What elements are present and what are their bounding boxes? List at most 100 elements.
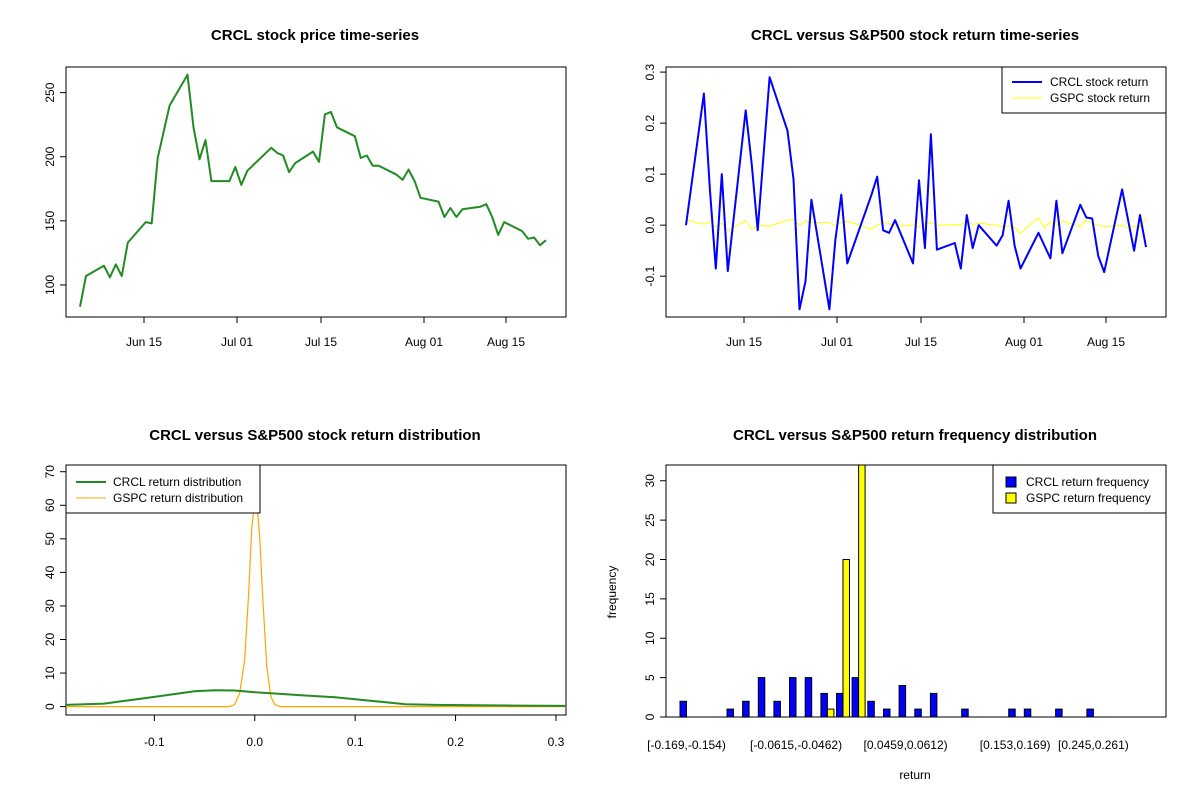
- gspc-bar: [826, 708, 835, 718]
- price-series-line: [79, 73, 547, 307]
- crcl-bar: [914, 708, 922, 718]
- legend-label-crcl: CRCL stock return: [1050, 75, 1148, 89]
- crcl-bar: [867, 700, 875, 718]
- x-tick-label: 0.3: [548, 735, 565, 749]
- plot-frame: [665, 66, 1167, 318]
- x-tick-label: Aug 01: [1005, 335, 1043, 349]
- legend-box: [65, 464, 261, 514]
- legend-swatch-gspc: [1005, 492, 1017, 504]
- x-tick-label: Aug 01: [405, 335, 443, 349]
- x-tick-label: 0.2: [447, 735, 464, 749]
- crcl-bar: [1008, 708, 1016, 718]
- legend-label-crcl: CRCL return frequency: [1026, 475, 1149, 489]
- crcl-bar: [1086, 708, 1094, 718]
- crcl-bar: [1023, 708, 1032, 718]
- y-tick-label: 40: [43, 565, 57, 579]
- chart-title: CRCL versus S&P500 return frequency dist…: [733, 427, 1097, 444]
- x-axis-title: return: [899, 768, 930, 782]
- crcl-bar: [773, 700, 781, 718]
- y-tick-label: 150: [43, 211, 57, 231]
- x-tick-label: 0.0: [246, 735, 263, 749]
- y-tick-label: 50: [43, 532, 57, 546]
- y-tick-label: 30: [643, 474, 657, 488]
- gspc-bar: [842, 559, 850, 718]
- x-tick-label: Jun 15: [726, 335, 762, 349]
- y-tick-label: 250: [43, 82, 57, 102]
- y-tick-label: 60: [43, 498, 57, 512]
- legend-box: [992, 464, 1167, 514]
- crcl-bar: [820, 692, 828, 718]
- legend-label-crcl: CRCL return distribution: [113, 475, 241, 489]
- x-tick-label: -0.1: [144, 735, 165, 749]
- chart-title: CRCL versus S&P500 stock return time-ser…: [751, 27, 1079, 44]
- return-distribution-panel: CRCL versus S&P500 stock return distribu…: [43, 427, 567, 749]
- chart-title: CRCL stock price time-series: [211, 27, 419, 44]
- x-tick-label: [-0.0615,-0.0462): [750, 738, 842, 752]
- crcl-bar: [883, 708, 891, 718]
- legend-box: [1001, 66, 1167, 114]
- x-tick-label: [0.245,0.261): [1058, 738, 1129, 752]
- legend-label-gspc: GSPC stock return: [1050, 91, 1150, 105]
- y-tick-label: 0: [43, 703, 57, 710]
- crcl-bar: [898, 685, 907, 718]
- crcl-bar: [851, 677, 860, 718]
- frequency-distribution-panel: CRCL versus S&P500 return frequency dist…: [605, 427, 1167, 782]
- legend-swatch-crcl: [1005, 476, 1017, 488]
- gspc-return-line: [685, 217, 1147, 234]
- crcl-bar: [679, 700, 687, 718]
- y-tick-label: 0.1: [643, 165, 657, 182]
- x-tick-label: Jul 15: [905, 335, 937, 349]
- chart-title: CRCL versus S&P500 stock return distribu…: [149, 427, 480, 444]
- crcl-bar: [1055, 708, 1063, 718]
- x-tick-label: Jul 01: [821, 335, 853, 349]
- crcl-bar: [789, 677, 797, 718]
- y-tick-label: 30: [43, 599, 57, 613]
- x-tick-label: [0.153,0.169): [980, 738, 1051, 752]
- plot-frame: [65, 66, 567, 318]
- crcl-bar: [757, 677, 766, 718]
- gspc-bar: [858, 464, 866, 718]
- y-tick-label: 0.2: [643, 114, 657, 131]
- x-tick-label: Jul 01: [221, 335, 253, 349]
- y-tick-label: 0.3: [643, 63, 657, 80]
- y-tick-label: 0: [643, 713, 657, 720]
- y-tick-label: 25: [643, 513, 657, 527]
- y-tick-label: 15: [643, 592, 657, 606]
- x-tick-label: Jun 15: [126, 335, 162, 349]
- x-tick-label: [0.0459,0.0612): [864, 738, 948, 752]
- crcl-bar: [742, 700, 750, 718]
- plot-frame: [65, 464, 567, 716]
- y-tick-label: 5: [643, 674, 657, 681]
- x-tick-label: Aug 15: [487, 335, 525, 349]
- y-tick-label: 20: [43, 633, 57, 647]
- x-tick-label: 0.1: [347, 735, 364, 749]
- x-tick-label: Jul 15: [305, 335, 337, 349]
- crcl-density-line: [65, 689, 567, 707]
- crcl-bar: [929, 692, 938, 718]
- crcl-bar: [726, 708, 734, 718]
- return-time-series-panel: CRCL versus S&P500 stock return time-ser…: [643, 27, 1167, 349]
- gspc-density-line: [66, 499, 566, 708]
- y-axis-title: frequency: [605, 566, 619, 619]
- crcl-return-line: [685, 76, 1147, 311]
- y-tick-label: 10: [643, 631, 657, 645]
- crcl-bar: [961, 708, 969, 718]
- legend-label-gspc: GSPC return distribution: [113, 491, 243, 505]
- legend: CRCL return distribution GSPC return dis…: [65, 464, 261, 514]
- y-tick-label: 70: [43, 465, 57, 479]
- legend-label-gspc: GSPC return frequency: [1026, 491, 1151, 505]
- x-tick-label: Aug 15: [1087, 335, 1125, 349]
- y-tick-label: 10: [43, 666, 57, 680]
- y-tick-label: -0.1: [643, 266, 657, 287]
- y-tick-label: 100: [43, 275, 57, 295]
- legend: CRCL return frequency GSPC return freque…: [992, 464, 1167, 514]
- price-time-series-panel: CRCL stock price time-series 100 150 200 25…: [43, 27, 567, 349]
- crcl-bar: [804, 677, 813, 718]
- y-tick-label: 20: [643, 553, 657, 567]
- legend: CRCL stock return GSPC stock return: [1001, 66, 1167, 114]
- crcl-bar: [836, 692, 844, 718]
- x-tick-label: [-0.169,-0.154): [647, 738, 726, 752]
- y-tick-label: 0.0: [643, 216, 657, 233]
- y-tick-label: 200: [43, 146, 57, 166]
